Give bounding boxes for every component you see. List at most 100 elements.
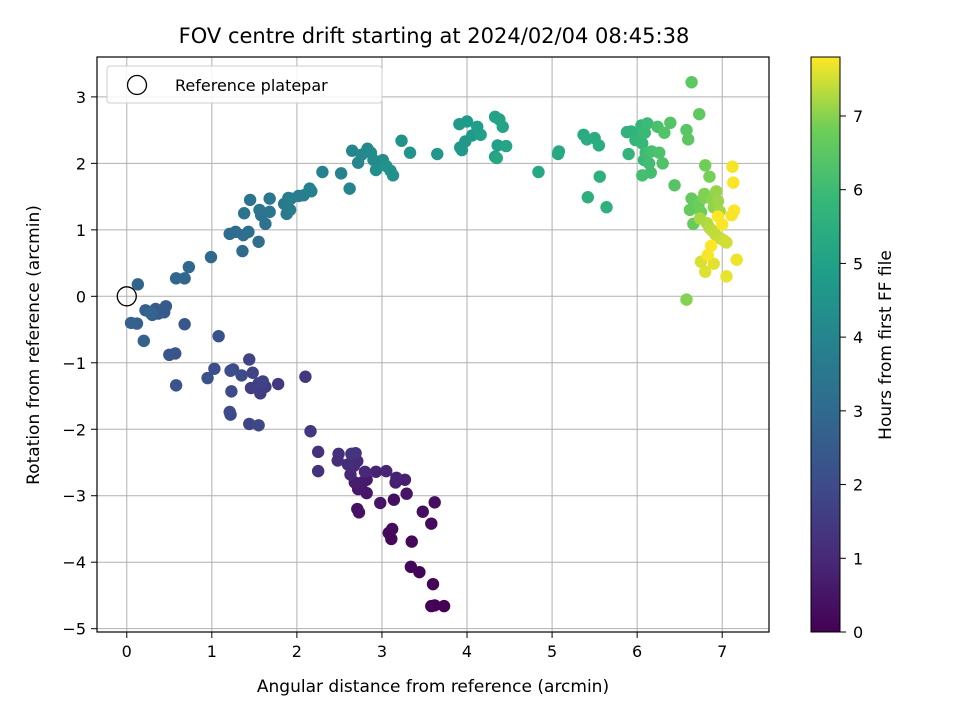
- data-points: [124, 76, 743, 613]
- data-point: [552, 145, 566, 158]
- data-point: [311, 464, 325, 478]
- data-point: [656, 157, 669, 170]
- data-point: [159, 300, 173, 313]
- data-point: [369, 163, 383, 177]
- data-point: [405, 535, 418, 548]
- data-point: [283, 203, 297, 217]
- data-point: [658, 126, 671, 139]
- data-point: [720, 270, 733, 283]
- data-point: [636, 169, 649, 182]
- data-point: [224, 364, 237, 377]
- data-point: [169, 272, 183, 285]
- data-point: [532, 165, 545, 179]
- x-tick-label: 4: [462, 642, 472, 661]
- chart-title: FOV centre drift starting at 2024/02/04 …: [179, 24, 690, 48]
- data-point: [374, 496, 387, 510]
- legend: Reference platepar: [106, 65, 383, 104]
- data-point: [680, 293, 693, 306]
- data-point: [252, 235, 265, 248]
- y-tick-label: 0: [76, 287, 86, 306]
- data-point: [701, 248, 714, 262]
- x-tick-label: 3: [377, 642, 387, 661]
- colorbar-tick-label: 1: [853, 549, 863, 568]
- reference-platepar-marker: [116, 286, 137, 307]
- data-point: [236, 244, 249, 258]
- colorbar: 0 1 2 3 4 5 6 7 Hours from first FF file: [810, 56, 896, 642]
- data-point: [716, 218, 729, 231]
- data-point: [223, 405, 236, 419]
- colorbar-tick-label: 2: [853, 476, 863, 495]
- data-point: [455, 143, 469, 157]
- x-tick-label: 0: [122, 642, 132, 661]
- data-point: [581, 191, 595, 204]
- data-point: [332, 447, 345, 461]
- grid-lines: [97, 57, 769, 632]
- x-axis-ticks: 0 1 2 3 4 5 6 7: [122, 632, 727, 661]
- data-point: [253, 203, 266, 217]
- data-point: [404, 560, 418, 574]
- data-point: [380, 159, 393, 173]
- data-point: [704, 239, 718, 252]
- data-point: [425, 517, 438, 530]
- data-point: [352, 506, 366, 519]
- data-point: [496, 120, 509, 133]
- data-point: [364, 146, 378, 159]
- data-point: [400, 487, 413, 500]
- data-point: [131, 278, 145, 291]
- data-point: [428, 496, 441, 509]
- legend-label: Reference platepar: [175, 76, 328, 95]
- data-point: [385, 522, 399, 536]
- data-point: [369, 465, 383, 478]
- data-point: [299, 370, 312, 383]
- x-tick-label: 2: [292, 642, 302, 661]
- data-point: [137, 334, 150, 348]
- data-point: [243, 353, 256, 366]
- data-point: [387, 493, 401, 506]
- data-point: [592, 139, 606, 152]
- colorbar-tick-label: 7: [853, 107, 863, 126]
- data-point: [720, 236, 733, 249]
- y-tick-label: −4: [62, 553, 86, 572]
- data-point: [600, 201, 613, 214]
- plot-area-frame: [96, 56, 770, 633]
- x-tick-label: 7: [717, 642, 727, 661]
- data-point: [707, 257, 720, 270]
- data-point: [416, 505, 429, 518]
- data-point: [622, 147, 635, 161]
- data-point: [703, 170, 716, 183]
- data-point: [343, 182, 356, 195]
- y-tick-label: −3: [62, 487, 86, 506]
- data-point: [201, 371, 214, 385]
- data-point: [386, 169, 400, 182]
- data-point: [243, 193, 257, 207]
- data-point: [169, 379, 183, 392]
- data-point: [208, 362, 221, 375]
- data-point: [710, 185, 723, 198]
- y-tick-label: −2: [62, 420, 86, 439]
- data-point: [403, 146, 417, 159]
- y-axis-label: Rotation from reference (arcmin): [24, 205, 44, 485]
- data-point: [252, 419, 265, 432]
- data-point: [426, 577, 440, 591]
- data-point: [642, 157, 656, 170]
- y-tick-label: 2: [76, 154, 86, 173]
- data-point: [182, 260, 196, 274]
- y-tick-label: −5: [62, 620, 86, 639]
- y-axis-ticks: 3 2 1 0 −1 −2 −3 −4 −5: [62, 88, 97, 639]
- x-tick-label: 6: [632, 642, 642, 661]
- colorbar-gradient: [810, 56, 841, 633]
- y-tick-label: 3: [76, 88, 86, 107]
- data-point: [636, 137, 649, 150]
- colorbar-tick-label: 3: [853, 402, 863, 421]
- data-point: [699, 159, 712, 172]
- data-point: [263, 192, 276, 205]
- data-point: [341, 458, 355, 471]
- data-point: [395, 134, 408, 147]
- data-point: [681, 133, 695, 146]
- data-point: [685, 76, 698, 89]
- data-point: [243, 417, 256, 431]
- data-point: [284, 192, 298, 205]
- data-point: [593, 170, 606, 183]
- data-point: [699, 265, 712, 278]
